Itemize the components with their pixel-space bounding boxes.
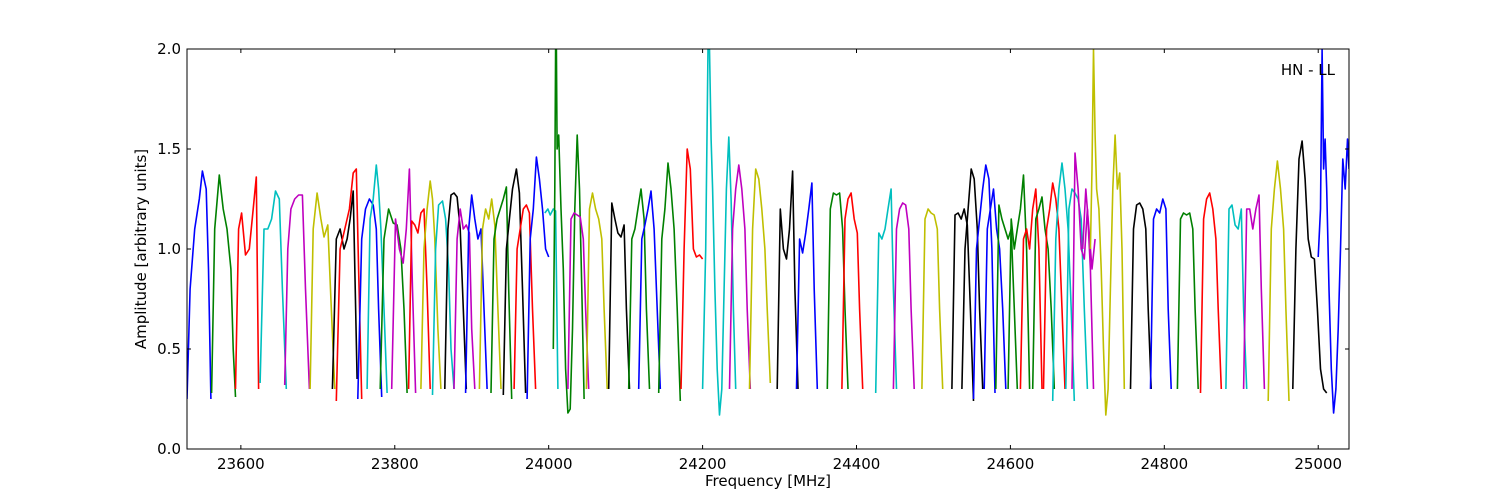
y-tick-label: 0.0 (157, 440, 181, 458)
x-tick-label: 24800 (1140, 455, 1188, 473)
y-tick-label: 1.5 (157, 140, 181, 158)
y-tick-label: 0.5 (157, 340, 181, 358)
x-tick-label: 23600 (217, 455, 265, 473)
x-tick-label: 25000 (1294, 455, 1342, 473)
y-tick-label: 1.0 (157, 240, 181, 258)
x-tick-label: 23800 (371, 455, 419, 473)
chart-annotation: HN - LL (1281, 61, 1336, 79)
y-tick-label: 2.0 (157, 40, 181, 58)
x-tick-label: 24000 (525, 455, 573, 473)
x-tick-label: 24200 (679, 455, 727, 473)
x-axis-label: Frequency [MHz] (705, 472, 831, 490)
x-tick-label: 24600 (987, 455, 1035, 473)
x-tick-label: 24400 (833, 455, 881, 473)
y-axis-label: Amplitude [arbitrary units] (132, 149, 150, 349)
